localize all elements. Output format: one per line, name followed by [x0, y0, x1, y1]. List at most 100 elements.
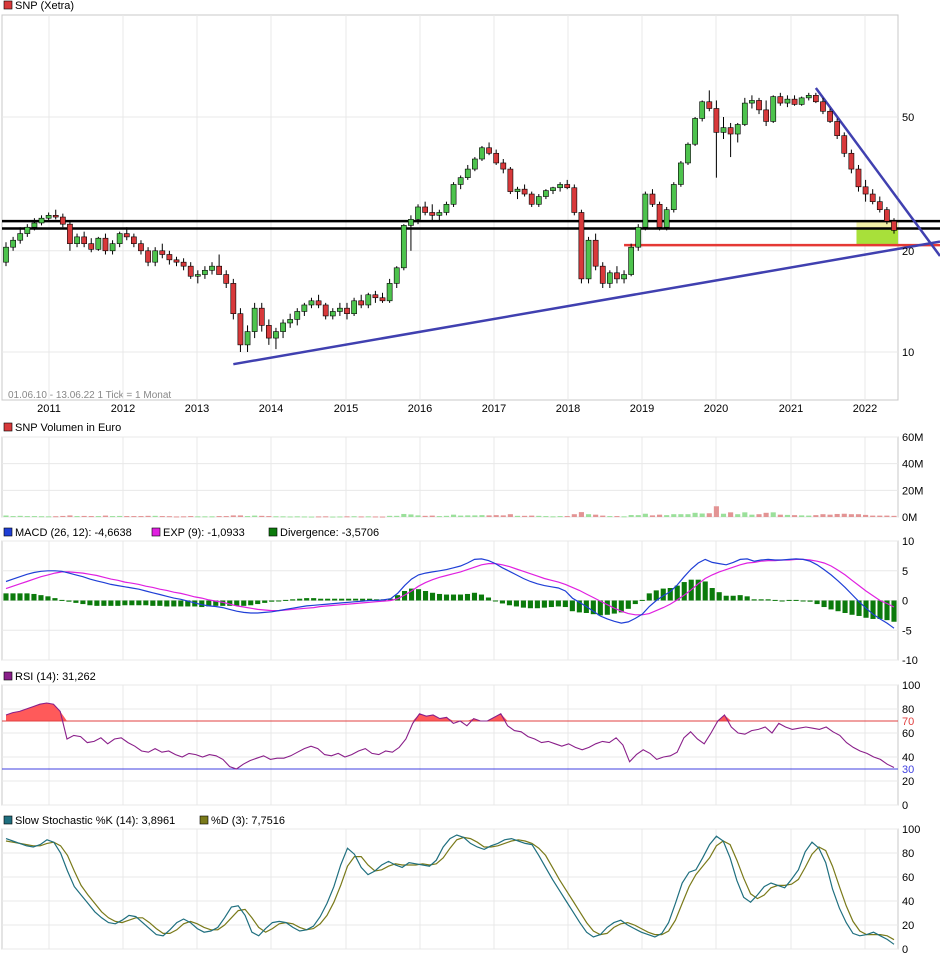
candle-body — [884, 209, 890, 222]
volume-bar — [124, 516, 130, 518]
divergence-bar — [311, 598, 317, 601]
volume-bar — [607, 516, 613, 518]
divergence-bar — [751, 599, 757, 601]
stoch-y-tick-label: 60 — [902, 872, 914, 884]
x-tick-label: 2015 — [334, 403, 358, 415]
divergence-bar — [24, 593, 30, 601]
volume-bar — [465, 515, 471, 517]
signal-legend-label: EXP (9): -1,0933 — [163, 527, 245, 539]
divergence-bar — [870, 600, 876, 619]
divergence-bar — [115, 600, 121, 606]
stoch-y-tick-label: 0 — [902, 944, 908, 956]
candle-body — [457, 177, 464, 185]
volume-bar — [813, 515, 819, 517]
divergence-bar — [206, 600, 212, 607]
volume-bar — [102, 515, 109, 517]
divergence-bar — [52, 598, 58, 601]
volume-bar — [330, 516, 336, 518]
downtrend-line — [814, 87, 940, 257]
divergence-bar — [744, 596, 750, 601]
divergence-bar — [262, 600, 268, 603]
candle-body — [756, 100, 762, 111]
divergence-bar — [73, 600, 79, 603]
macd-y-tick-label: -5 — [902, 625, 912, 637]
candle-body — [102, 237, 109, 252]
candle-body — [557, 184, 563, 189]
volume-bar — [301, 516, 307, 518]
divergence-bar — [227, 600, 233, 606]
volume-bar — [415, 515, 421, 517]
volume-bar — [493, 515, 499, 517]
volume-y-tick-label: 60M — [902, 432, 923, 444]
volume-bar — [259, 515, 265, 517]
divergence-bar — [821, 600, 827, 608]
candle-body — [827, 110, 833, 122]
volume-bar — [557, 516, 563, 518]
volume-bar — [664, 515, 670, 517]
divergence-bar — [80, 600, 86, 605]
volume-bar — [10, 516, 16, 518]
divergence-bar — [108, 600, 114, 606]
divergence-bar — [772, 599, 778, 601]
volume-bar — [429, 515, 435, 517]
candle-body — [649, 193, 656, 205]
candle-body — [379, 297, 386, 302]
candle-body — [265, 325, 272, 339]
candle-body — [749, 100, 755, 104]
stoch-d-legend-label: %D (3): 7,7516 — [211, 815, 285, 827]
divergence-bar — [269, 600, 275, 602]
divergence-bar — [241, 600, 247, 606]
divergence-bar — [408, 588, 415, 601]
divergence-bar — [436, 593, 443, 601]
divergence-bar — [3, 593, 9, 601]
divergence-bar — [611, 600, 617, 614]
divergence-bar — [814, 600, 820, 605]
candle-body — [429, 212, 436, 216]
divergence-bar — [695, 579, 701, 601]
volume-bar — [387, 515, 393, 517]
candle-body — [820, 101, 826, 112]
volume-bar — [31, 516, 37, 518]
candle-body — [770, 96, 777, 122]
uptrend-line — [233, 240, 940, 366]
divergence-bar — [318, 598, 324, 601]
x-tick-label: 2021 — [779, 403, 803, 415]
volume-bar — [408, 514, 414, 517]
divergence-bar — [150, 600, 156, 606]
volume-bar — [166, 516, 172, 518]
macd-y-tick-label: 0 — [902, 596, 908, 608]
volume-bar — [692, 512, 698, 517]
divergence-bar — [101, 600, 107, 606]
volume-bar — [891, 515, 897, 517]
candle-body — [862, 186, 869, 195]
candle-body — [720, 127, 727, 133]
macd-y-tick-label: 5 — [902, 566, 908, 578]
volume-bar — [578, 512, 584, 517]
candle-body — [45, 215, 52, 219]
x-tick-label: 2016 — [408, 403, 432, 415]
divergence-bar — [31, 593, 37, 601]
volume-y-tick-label: 0M — [902, 512, 917, 524]
divergence-bar — [534, 600, 540, 609]
candle-body — [301, 304, 308, 312]
candle-body — [891, 220, 897, 231]
volume-bar — [244, 516, 251, 518]
x-tick-label: 2014 — [259, 403, 283, 415]
axis-layer: 2011 2012 2013 2014 2015 2016 2017 2018 2019 2020… — [37, 112, 923, 956]
candle-body — [486, 147, 492, 154]
divergence-bar — [360, 598, 366, 601]
candle-body — [393, 267, 400, 284]
candle-body — [230, 283, 237, 314]
volume-bar — [46, 516, 52, 518]
volume-bar — [827, 514, 833, 517]
divergence-bar — [485, 597, 492, 601]
volume-bar — [458, 515, 464, 517]
rsi-y-tick-label: 20 — [902, 776, 914, 788]
volume-bar — [252, 515, 258, 517]
volume-bar — [720, 513, 727, 517]
candle-body — [10, 239, 16, 248]
volume-bar — [436, 516, 442, 518]
candle-body — [131, 236, 137, 244]
